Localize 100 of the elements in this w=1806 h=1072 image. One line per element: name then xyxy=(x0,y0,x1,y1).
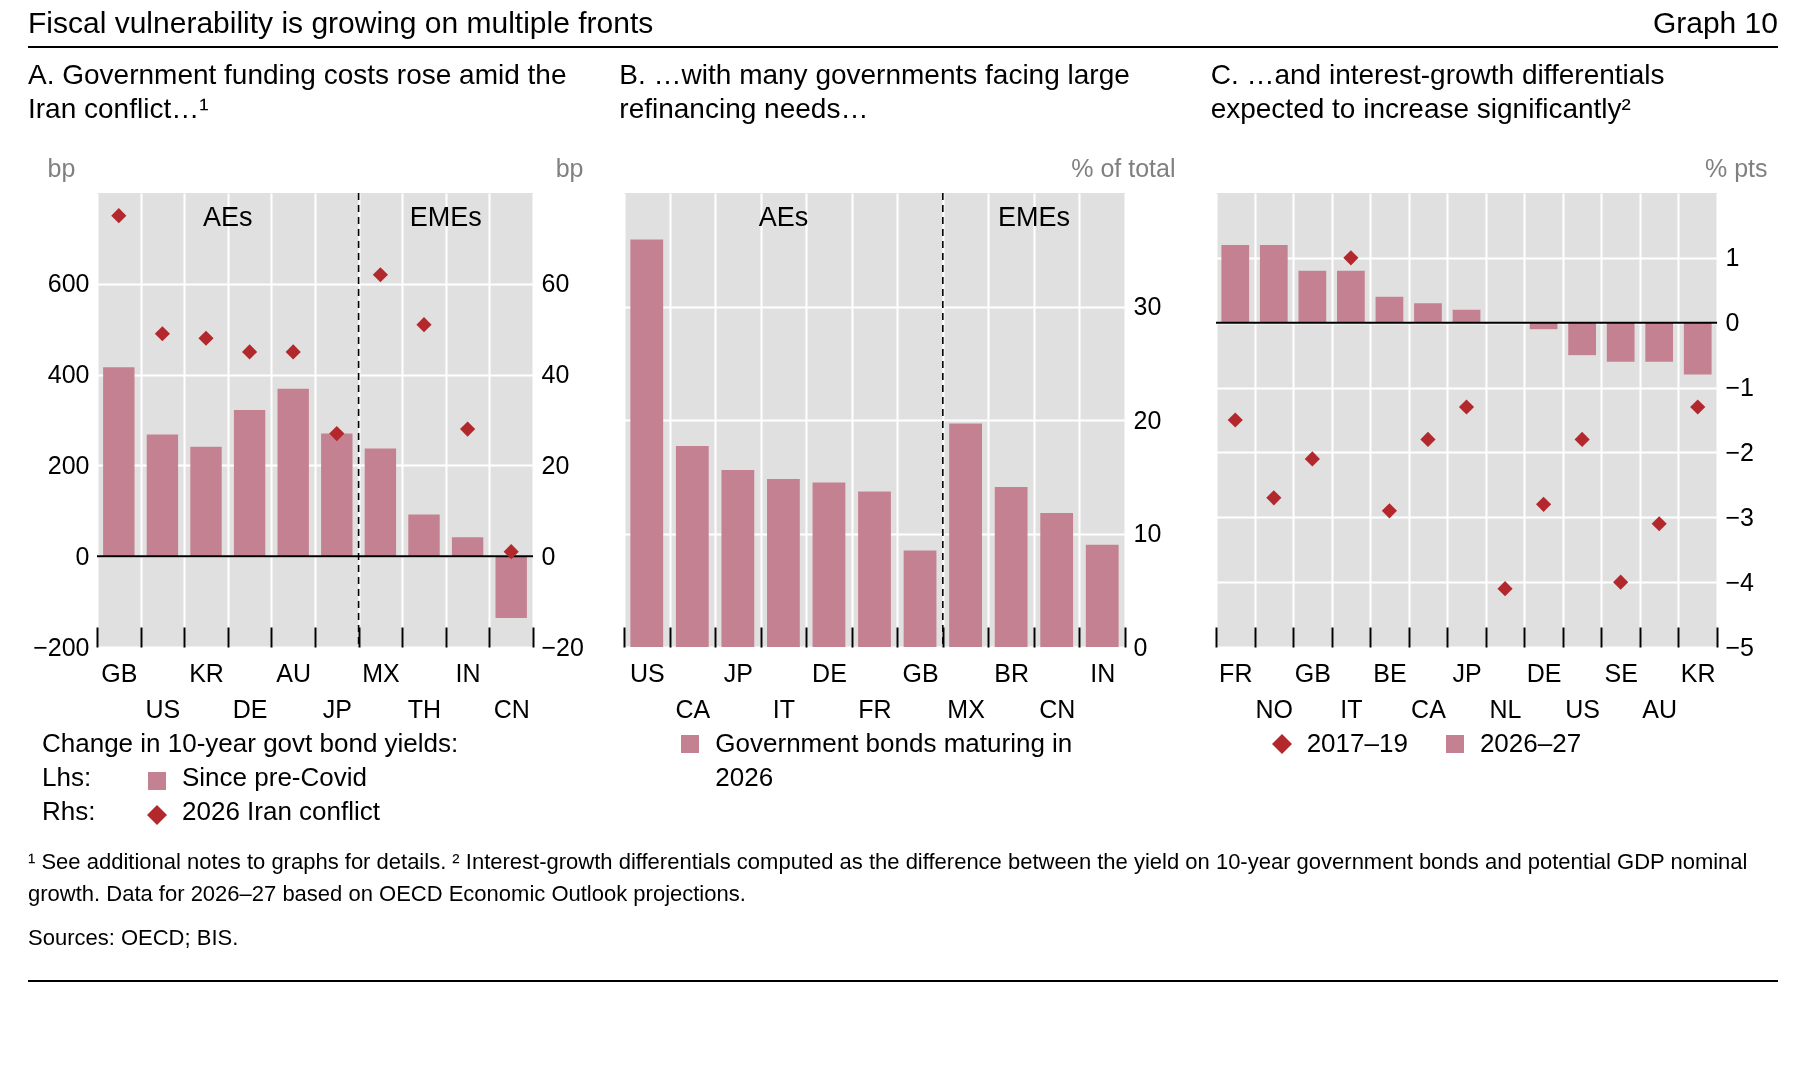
text: Rhs: xyxy=(42,795,97,828)
bar xyxy=(903,550,937,647)
y-tick-label: 600 xyxy=(47,269,90,298)
x-tick-label: IT xyxy=(773,694,796,723)
point xyxy=(1612,574,1628,590)
y2-tick-label: −4 xyxy=(1725,567,1754,596)
y2-tick-label: 30 xyxy=(1133,292,1162,320)
legend-label: 2017–19 xyxy=(1306,727,1408,760)
x-tick-label: US xyxy=(630,658,665,687)
bar xyxy=(103,367,135,557)
annotation: EMEs xyxy=(409,202,482,232)
y-axis-title: bp xyxy=(47,153,76,182)
x-tick-label: JP xyxy=(1452,658,1482,687)
x-tick-label: BR xyxy=(994,658,1030,687)
caption: Graph 10 xyxy=(1652,6,1778,40)
y2-tick-label: 20 xyxy=(1133,405,1162,434)
x-tick-label: IN xyxy=(1090,658,1116,687)
bar xyxy=(1452,309,1481,323)
bar xyxy=(1259,244,1288,323)
bar xyxy=(949,423,983,647)
y2-tick-label: 40 xyxy=(541,360,570,389)
legend-label: 2026 Iran conflict xyxy=(182,795,381,828)
point xyxy=(1304,451,1320,467)
bar xyxy=(1644,322,1673,362)
y2-tick-label: 0 xyxy=(1133,632,1148,661)
bar xyxy=(451,537,484,557)
y2-axis-title: bp xyxy=(555,153,584,182)
x-tick-label: IN xyxy=(455,658,481,687)
y2-axis-title: % of total xyxy=(1071,153,1176,182)
bar xyxy=(1221,244,1249,323)
bar xyxy=(812,482,846,647)
bar xyxy=(364,448,397,557)
bar xyxy=(277,388,309,557)
x-tick-label: IT xyxy=(1339,694,1363,723)
point xyxy=(1420,431,1436,448)
y2-tick-label: 60 xyxy=(541,269,570,298)
y2-tick-label: −2 xyxy=(1725,437,1754,466)
legend-label: Government bonds maturing in 2026 xyxy=(715,727,1074,794)
bar xyxy=(1567,322,1596,356)
x-tick-label: FR xyxy=(1218,658,1253,687)
x-tick-label: CA xyxy=(1410,694,1446,723)
source-note: Sources: OECD; BIS. xyxy=(28,924,240,952)
x-tick-label: TH xyxy=(407,694,442,723)
y2-tick-label: −5 xyxy=(1725,632,1754,661)
x-tick-label: DE xyxy=(1526,658,1562,687)
point xyxy=(1265,490,1282,506)
point xyxy=(1651,516,1667,532)
y2-tick-label: −20 xyxy=(541,632,584,661)
bar xyxy=(676,446,710,647)
text: Fiscal vulnerability is growing on multiple fronts xyxy=(28,6,654,40)
x-tick-label: US xyxy=(145,694,181,723)
bar xyxy=(190,446,222,557)
y2-tick-label: −3 xyxy=(1725,502,1754,531)
y2-tick-label: 0 xyxy=(541,541,556,570)
bar xyxy=(1375,296,1403,323)
point xyxy=(1689,399,1705,415)
chart-title: B. …with many governments facing large refinancing needs… xyxy=(619,58,1131,126)
annotation: AEs xyxy=(758,202,809,232)
text: Lhs: xyxy=(42,761,93,794)
x-tick-label: BE xyxy=(1372,658,1407,687)
x-tick-label: GB xyxy=(101,658,138,687)
bar xyxy=(721,469,755,647)
point xyxy=(198,330,214,346)
x-tick-label: AU xyxy=(1641,694,1677,723)
bar xyxy=(1336,270,1365,323)
x-tick-label: JP xyxy=(724,658,754,687)
x-tick-label: CN xyxy=(1039,694,1076,723)
y2-tick-label: 10 xyxy=(1133,519,1162,547)
x-tick-label: KR xyxy=(1680,658,1716,687)
x-tick-label: CA xyxy=(675,694,711,723)
point xyxy=(154,326,170,342)
text: ¹ See additional notes to graphs for details. ² Interest-growth differentials computed as the difference between the yield on 10-year government bonds and potential GDP nominal growth. Data for 2026–27 based on OECD Economic Outlook projections. xyxy=(28,848,1749,908)
bar xyxy=(495,556,527,618)
point xyxy=(329,426,345,442)
legend-label: Since pre-Covid xyxy=(182,761,367,794)
chart-title: A. Government funding costs rose amid the Iran conflict…¹ xyxy=(28,58,568,126)
x-tick-label: US xyxy=(1564,694,1600,723)
y-tick-label: −200 xyxy=(33,632,90,661)
bar xyxy=(146,434,179,557)
point xyxy=(1458,399,1474,415)
x-tick-label: CN xyxy=(493,694,530,723)
y-tick-label: 400 xyxy=(47,360,90,389)
x-tick-label: JP xyxy=(322,694,352,723)
point xyxy=(460,421,476,437)
y2-tick-label: −1 xyxy=(1725,373,1754,402)
bar xyxy=(995,486,1028,647)
y2-tick-label: 0 xyxy=(1725,308,1740,337)
x-tick-label: AU xyxy=(276,658,312,687)
point xyxy=(111,208,127,224)
chart-title: C. …and interest-growth differentials expected to increase significantly² xyxy=(1210,58,1666,126)
bar xyxy=(321,433,353,557)
y-tick-label: 0 xyxy=(75,541,90,570)
bar xyxy=(1040,513,1074,647)
annotation: EMEs xyxy=(998,202,1071,232)
bar xyxy=(1413,303,1442,323)
x-tick-label: MX xyxy=(947,694,986,723)
point xyxy=(1381,503,1397,519)
point xyxy=(416,317,432,333)
point xyxy=(285,344,301,360)
bar xyxy=(1298,270,1326,323)
